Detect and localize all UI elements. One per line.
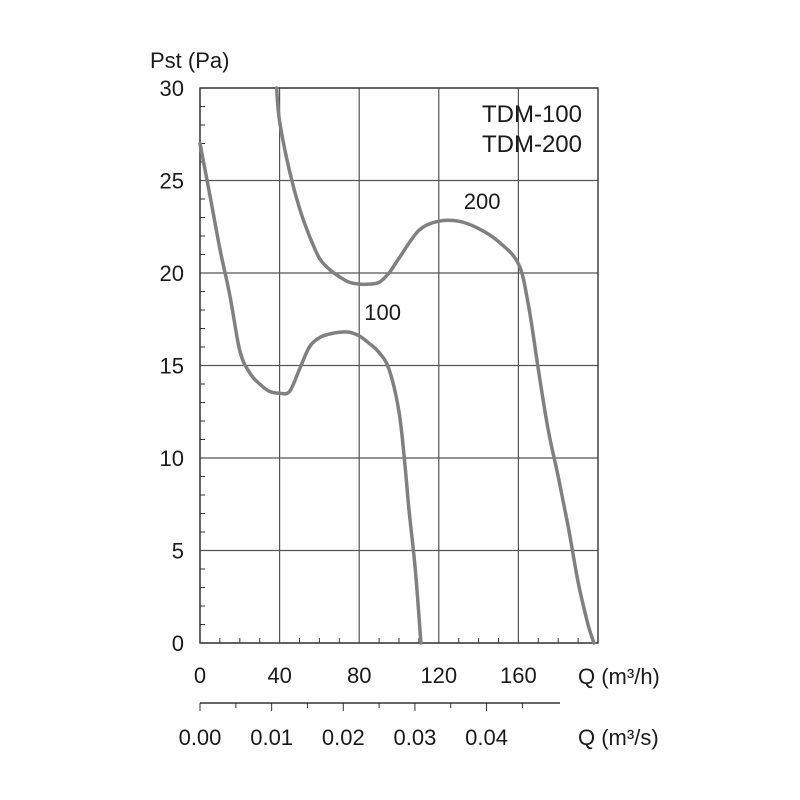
- y-tick-label-5: 5: [172, 539, 184, 564]
- plot-frame: [199, 87, 599, 644]
- secondary-axis-ticks: [199, 703, 523, 711]
- curves-layer: [198, 86, 596, 645]
- secondary-tick-label-0.02: 0.02: [322, 725, 365, 750]
- secondary-tick-label-0.01: 0.01: [250, 725, 293, 750]
- secondary-tick-label-0.04: 0.04: [465, 725, 508, 750]
- grid-layer: [199, 87, 598, 644]
- x-tick-label-160: 160: [500, 663, 537, 688]
- y-tick-label-20: 20: [160, 261, 184, 286]
- curve-label-200: 200: [464, 189, 501, 214]
- curve-100: [198, 141, 423, 645]
- legend-entry-tdm-100: TDM-100: [482, 101, 582, 128]
- labels-layer: Pst (Pa) Q (m³/h) Q (m³/s) TDM-100 TDM-2…: [150, 48, 660, 750]
- curve-200: [274, 86, 596, 645]
- y-tick-label-10: 10: [160, 446, 184, 471]
- y-tick-label-25: 25: [160, 169, 184, 194]
- x-tick-label-40: 40: [267, 663, 291, 688]
- y-axis-title: Pst (Pa): [150, 48, 229, 73]
- x-tick-label-0: 0: [194, 663, 206, 688]
- secondary-tick-label-0.03: 0.03: [394, 725, 437, 750]
- y-tick-label-15: 15: [160, 354, 184, 379]
- curve-label-100: 100: [364, 300, 401, 325]
- x-axis-title: Q (m³/h): [578, 664, 660, 689]
- minor-ticks: [200, 106, 579, 643]
- secondary-tick-label-0.00: 0.00: [179, 725, 222, 750]
- y-tick-label-30: 30: [160, 76, 184, 101]
- x-tick-label-80: 80: [347, 663, 371, 688]
- legend-entry-tdm-200: TDM-200: [482, 131, 582, 158]
- x-tick-label-120: 120: [420, 663, 457, 688]
- y-tick-label-0: 0: [172, 631, 184, 656]
- x-axis-secondary-title: Q (m³/s): [578, 725, 659, 750]
